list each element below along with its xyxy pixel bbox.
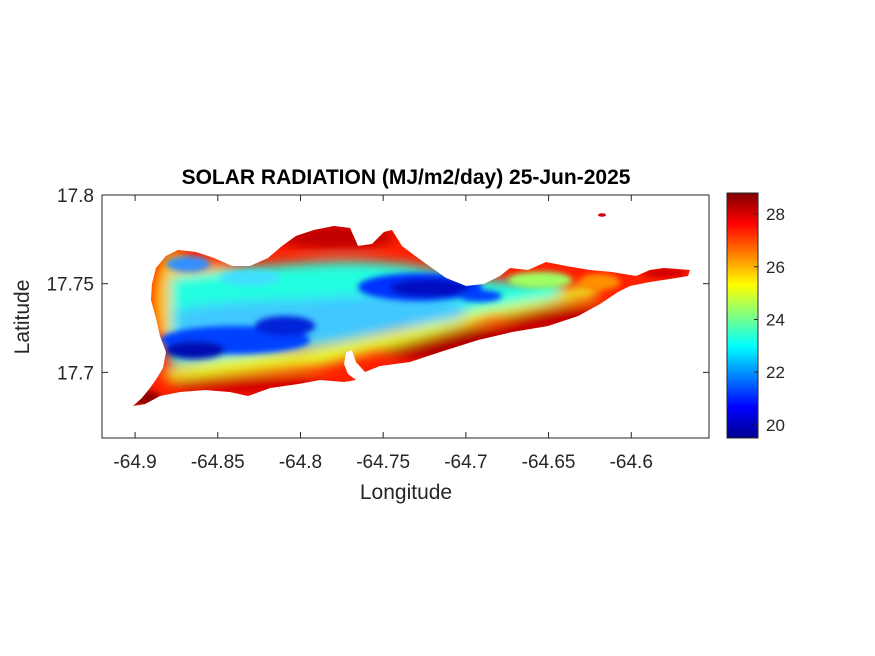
north-west-cyan [220, 270, 280, 286]
colorbar-tick-label: 26 [766, 258, 785, 277]
x-tick-label: -64.6 [610, 452, 653, 473]
colorbar-ticks: 20 22 24 26 28 [754, 205, 785, 435]
colorbar-tick-label: 22 [766, 363, 785, 382]
plot-title: SOLAR RADIATION (MJ/m2/day) 25-Jun-2025 [182, 166, 631, 189]
x-axis-label: Longitude [360, 481, 452, 504]
y-tick-label: 17.7 [57, 363, 94, 384]
colorbar-tick-label: 24 [766, 310, 785, 329]
x-tick-label: -64.65 [522, 452, 576, 473]
southwest-interior-band-core [165, 341, 225, 359]
y-axis-label: Latitude [11, 280, 34, 355]
central-north-band-core [390, 279, 470, 297]
central-east-blue [458, 290, 502, 302]
east-end-orange [580, 274, 620, 290]
y-axis: 17.7 17.75 17.8 [46, 186, 709, 384]
interior-yellow-band [160, 282, 600, 380]
east-central-green [508, 272, 572, 288]
buck-island-region [598, 213, 606, 217]
colorbar-gradient [726, 192, 759, 439]
northwest-interior-region [166, 256, 210, 272]
colorbar: 20 22 24 26 28 [726, 192, 785, 439]
x-tick-label: -64.75 [356, 452, 410, 473]
colorbar-tick-label: 20 [766, 416, 785, 435]
x-tick-label: -64.85 [191, 452, 245, 473]
colorbar-tick-label: 28 [766, 205, 785, 224]
x-axis: -64.9 -64.85 -64.8 -64.75 -64.7 -64.65 -64.6 [113, 195, 653, 473]
southwest-interior-band-mid [255, 316, 315, 336]
y-tick-label: 17.8 [57, 186, 94, 207]
east-tip-region [643, 268, 687, 278]
x-tick-label: -64.7 [444, 452, 487, 473]
y-tick-label: 17.75 [46, 275, 94, 296]
x-tick-label: -64.9 [113, 452, 156, 473]
x-tick-label: -64.8 [279, 452, 322, 473]
